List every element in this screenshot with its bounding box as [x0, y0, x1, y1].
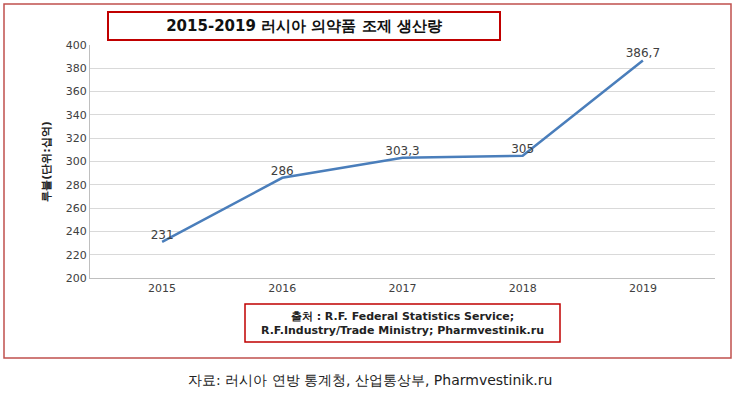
svg-text:386,7: 386,7 — [626, 46, 660, 60]
svg-text:320: 320 — [66, 132, 87, 145]
svg-text:2019: 2019 — [629, 282, 657, 295]
svg-text:2015-2019 러시아 의약품 조제 생산량: 2015-2019 러시아 의약품 조제 생산량 — [166, 17, 442, 35]
svg-text:300: 300 — [66, 155, 87, 168]
svg-text:305: 305 — [511, 142, 534, 156]
svg-text:286: 286 — [271, 164, 294, 178]
svg-text:2017: 2017 — [389, 282, 417, 295]
svg-text:220: 220 — [66, 249, 87, 262]
svg-text:자료: 러시아 연방 통계청, 산업통상부, Pharmve: 자료: 러시아 연방 통계청, 산업통상부, Pharmvestinik.ru — [188, 372, 552, 388]
svg-text:2016: 2016 — [268, 282, 296, 295]
svg-text:2018: 2018 — [509, 282, 537, 295]
svg-text:출처 : R.F. Federal Statistics S: 출처 : R.F. Federal Statistics Service;R.F… — [261, 310, 544, 337]
svg-text:303,3: 303,3 — [385, 144, 419, 158]
svg-text:400: 400 — [66, 39, 87, 52]
svg-text:260: 260 — [66, 202, 87, 215]
svg-text:231: 231 — [151, 228, 174, 242]
svg-text:280: 280 — [66, 179, 87, 192]
svg-text:360: 360 — [66, 85, 87, 98]
svg-text:2015: 2015 — [148, 282, 176, 295]
svg-text:루블(단위:십억): 루블(단위:십억) — [40, 121, 53, 201]
svg-text:380: 380 — [66, 62, 87, 75]
svg-text:200: 200 — [66, 272, 87, 285]
svg-text:240: 240 — [66, 225, 87, 238]
svg-text:340: 340 — [66, 109, 87, 122]
